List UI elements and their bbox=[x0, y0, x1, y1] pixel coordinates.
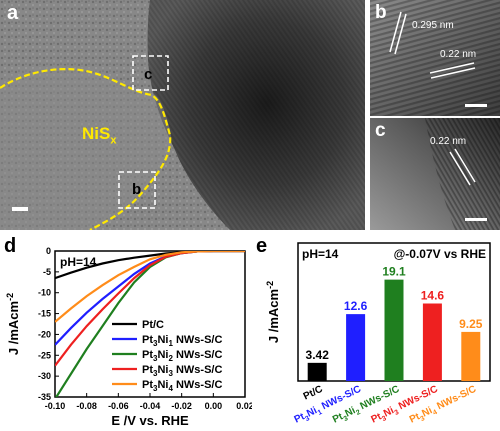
chart-e-value-label: 14.6 bbox=[421, 289, 445, 303]
chart-e-value-label: 19.1 bbox=[382, 265, 406, 279]
chart-d-series-line bbox=[55, 251, 245, 280]
panel-label-e: e bbox=[256, 235, 268, 257]
chart-d-legend-label: Pt3Ni3 NWs-S/C bbox=[142, 364, 222, 378]
chart-d-series-line bbox=[55, 251, 245, 367]
panel-label-b: b bbox=[375, 2, 387, 23]
chart-e-bar bbox=[384, 279, 404, 381]
fringe-line-c-a bbox=[449, 151, 471, 186]
chart-e-svg: pH=14 @-0.07V vs RHE J /mAcm-2 3.42 Pt/C 1… bbox=[265, 242, 491, 428]
chart-d-series-line bbox=[55, 251, 245, 397]
chart-e-category-label: Pt3Ni2 NWs-S/C bbox=[331, 384, 402, 428]
chart-d-ytick-label: -30 bbox=[38, 371, 51, 381]
chart-d-xtick-label: -0.02 bbox=[171, 401, 192, 411]
chart-d-ylabel-sup: -2 bbox=[5, 293, 15, 301]
fringe-line-b-2a bbox=[429, 62, 475, 74]
chart-d-series-line bbox=[55, 251, 245, 346]
chart-d-ylabel: J /mAcm-2 bbox=[5, 293, 21, 355]
lattice-spacing-b-second: 0.22 nm bbox=[440, 49, 476, 60]
chart-e-ylabel-sup: -2 bbox=[265, 281, 275, 289]
chart-d-xtick-label: 0.00 bbox=[205, 401, 223, 411]
chart-e-category-label: Pt3Ni1 NWs-S/C bbox=[293, 384, 364, 428]
panel-e-bar-chart: e pH=14 @-0.07V vs RHE J /mAcm-2 3.42 Pt/… bbox=[252, 235, 500, 431]
chart-e-category-label: Pt3Ni3 NWs-S/C bbox=[369, 384, 440, 428]
chart-d-ylabel-main: J /mAcm bbox=[6, 301, 21, 355]
panel-label-c: c bbox=[375, 120, 386, 141]
chart-e-annotation-ph: pH=14 bbox=[302, 247, 339, 261]
nisx-outline-dashed bbox=[0, 68, 172, 230]
panel-label-a: a bbox=[7, 2, 19, 24]
chart-d-ytick-label: -15 bbox=[38, 309, 51, 319]
chart-d-ytick-label: -20 bbox=[38, 329, 51, 339]
chart-e-category-label: Pt/C bbox=[302, 384, 325, 403]
inset-label-b: b bbox=[132, 181, 142, 198]
chart-e-bar bbox=[461, 331, 481, 381]
tem-nisx-region bbox=[0, 64, 171, 230]
lattice-spacing-c: 0.22 nm bbox=[430, 136, 466, 147]
panel-a-svg bbox=[0, 0, 365, 230]
chart-d-xtick-label: -0.04 bbox=[140, 401, 161, 411]
fringe-line-b-2b bbox=[430, 67, 476, 79]
chart-d-legend-label: Pt/C bbox=[142, 319, 164, 331]
chart-e-bars: 3.42 Pt/C 12.6 Pt3Ni1 NWs-S/C 19.1 Pt3Ni2 NWs… bbox=[293, 265, 483, 428]
chart-d-xtick-label: -0.10 bbox=[45, 401, 66, 411]
chart-e-ylabel: J /mAcm-2 bbox=[265, 281, 281, 343]
chart-d-svg: -0.10 -0.08 -0.06 -0.04 -0.02 0.00 0.02 0 -5 -10 -… bbox=[5, 246, 252, 428]
hrtem-b-fringes bbox=[370, 0, 500, 116]
chart-e-bar bbox=[307, 362, 327, 381]
chart-d-ytick-label: -10 bbox=[38, 288, 51, 298]
scale-bar-b bbox=[465, 104, 487, 107]
chart-d-ytick-label: -5 bbox=[43, 267, 51, 277]
chart-d-ytick-label: 0 bbox=[46, 246, 51, 256]
panel-label-d: d bbox=[4, 235, 17, 257]
lattice-spacing-b-first: 0.295 nm bbox=[412, 20, 454, 31]
panel-b-svg: 0.295 nm 0.22 nm bbox=[370, 0, 500, 116]
panel-d-polarization-chart: d -0.10 -0.08 -0.06 -0.04 -0.02 0.00 0.02 0 -5 -1… bbox=[0, 235, 252, 431]
chart-e-ylabel-main: J /mAcm bbox=[266, 289, 281, 343]
chart-d-frame bbox=[54, 250, 246, 398]
fringe-line-b-1a bbox=[389, 11, 402, 53]
chart-d-xtick-label: 0.02 bbox=[236, 401, 252, 411]
chart-e-category-label: Pt3Ni4 NWs-S/C bbox=[408, 384, 479, 428]
nisx-label: NiSx bbox=[82, 124, 116, 146]
chart-d-series-line bbox=[55, 251, 245, 323]
chart-d-xtick-label: -0.06 bbox=[108, 401, 129, 411]
chart-e-value-label: 3.42 bbox=[306, 348, 330, 362]
chart-e-value-label: 12.6 bbox=[344, 299, 368, 313]
scale-bar-a bbox=[12, 207, 28, 211]
fringe-line-b-1b bbox=[394, 13, 407, 55]
nisx-label-base: NiS bbox=[82, 124, 111, 143]
inset-box-c bbox=[132, 55, 169, 91]
chart-d-ytick-label: -25 bbox=[38, 350, 51, 360]
fringe-line-c-b bbox=[454, 148, 476, 183]
chart-d-annotation: pH=14 bbox=[60, 255, 97, 269]
panel-c-hrtem-image: 0.22 nm c bbox=[370, 118, 500, 230]
chart-e-annotation-potential: @-0.07V vs RHE bbox=[394, 247, 486, 261]
chart-d-legend-label: Pt3Ni2 NWs-S/C bbox=[142, 349, 222, 363]
chart-d-xtick-label: -0.08 bbox=[76, 401, 97, 411]
inset-label-c: c bbox=[144, 66, 153, 83]
chart-d-legend-label: Pt3Ni1 NWs-S/C bbox=[142, 334, 222, 348]
chart-d-series bbox=[55, 251, 245, 397]
chart-d-ytick-label: -35 bbox=[38, 392, 51, 402]
chart-d-legend-label: Pt3Ni4 NWs-S/C bbox=[142, 379, 222, 393]
panel-b-hrtem-image: 0.295 nm 0.22 nm b bbox=[370, 0, 500, 116]
nisx-label-sub: x bbox=[110, 134, 117, 147]
panel-a-tem-image: a c b NiSx bbox=[0, 0, 365, 230]
scale-bar-c bbox=[465, 218, 487, 221]
chart-e-bar bbox=[422, 303, 442, 381]
chart-e-value-label: 9.25 bbox=[459, 317, 483, 331]
inset-box-b bbox=[118, 171, 156, 209]
chart-e-bar bbox=[346, 314, 366, 381]
panel-c-svg: 0.22 nm bbox=[370, 118, 500, 230]
chart-d-xlabel: E /V vs. RHE bbox=[111, 413, 189, 428]
chart-d-plot-area: -0.10 -0.08 -0.06 -0.04 -0.02 0.00 0.02 0 -5 -10 -… bbox=[38, 246, 252, 411]
tem-lattice-fringes bbox=[147, 0, 365, 230]
